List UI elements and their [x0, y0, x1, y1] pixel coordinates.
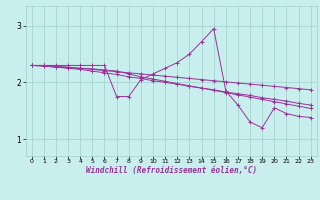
- X-axis label: Windchill (Refroidissement éolien,°C): Windchill (Refroidissement éolien,°C): [86, 166, 257, 175]
